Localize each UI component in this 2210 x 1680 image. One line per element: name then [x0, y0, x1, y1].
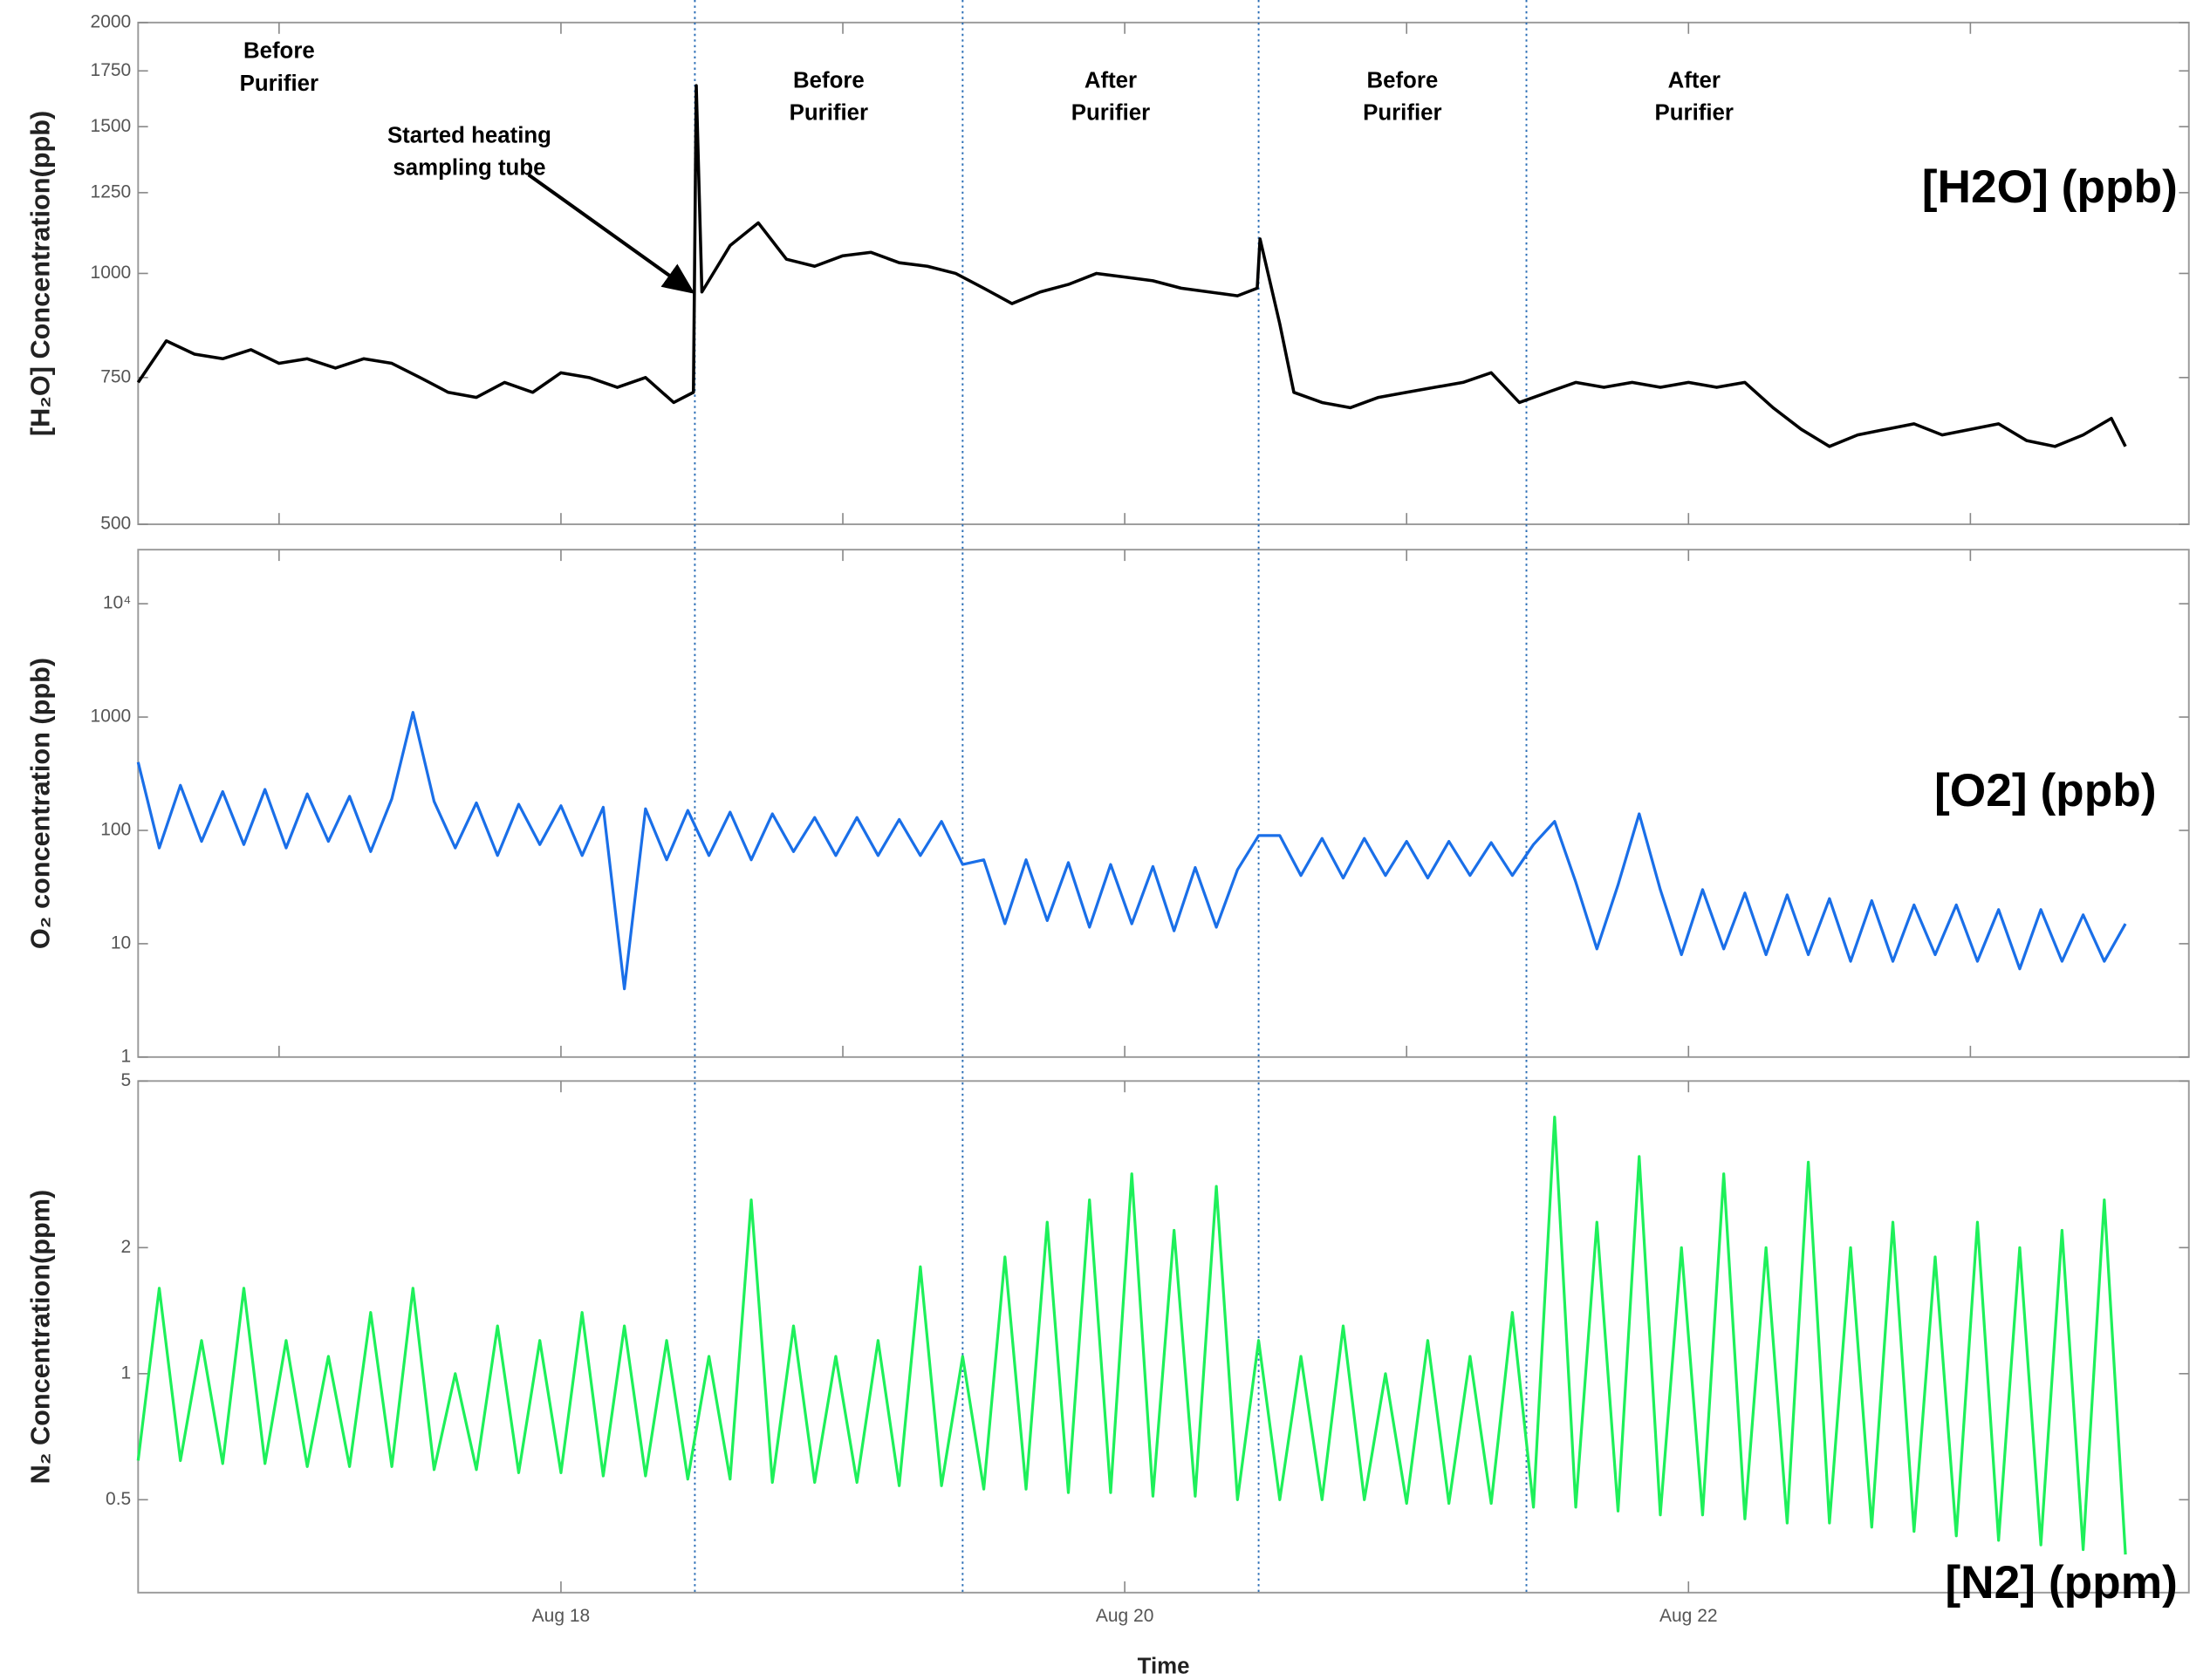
- annotation: Purifier: [1071, 101, 1150, 126]
- annotation: sampling tube: [393, 156, 545, 181]
- y-tick-label: 1: [121, 1362, 132, 1383]
- y-tick-label: 1000: [91, 707, 132, 727]
- data-line: [136, 711, 2127, 991]
- y-tick-label: 1000: [91, 263, 132, 283]
- plot-frame: [137, 1080, 2190, 1594]
- annotation: Purifier: [1655, 101, 1734, 126]
- x-tick-label: Aug 18: [532, 1606, 591, 1626]
- series-label: [H2O] (ppb): [1922, 161, 2178, 213]
- data-line: [136, 1116, 2127, 1555]
- data-line: [136, 84, 2127, 448]
- y-tick-label: 750: [100, 366, 131, 386]
- y-tick-label: 0.5: [106, 1489, 131, 1509]
- y-tick-label: 100: [100, 820, 131, 840]
- annotation: Purifier: [240, 72, 318, 96]
- x-tick-label: Aug 20: [1096, 1606, 1154, 1626]
- y-tick-label: 1250: [91, 181, 132, 201]
- y-axis-label: N₂ Concentration(ppm): [25, 1190, 56, 1485]
- y-axis-label: [H₂O] Concentration(ppb): [25, 111, 56, 436]
- series-label: [O2] (ppb): [1934, 765, 2157, 816]
- annotation: Before: [243, 39, 315, 64]
- annotation: After: [1084, 69, 1137, 93]
- y-tick-label: 500: [100, 514, 131, 534]
- plot-frame: [137, 549, 2190, 1058]
- y-tick-label: 5: [121, 1070, 132, 1090]
- annotation: Before: [1366, 69, 1438, 93]
- plot-frame: [137, 21, 2190, 526]
- annotation: Started heating: [387, 124, 551, 148]
- annotation: Purifier: [790, 101, 868, 126]
- y-tick-label: 2: [121, 1237, 132, 1257]
- annotation: Before: [793, 69, 865, 93]
- annotation: After: [1668, 69, 1721, 93]
- y-tick-label: 10⁴: [103, 593, 131, 613]
- x-axis-label: Time: [1138, 1654, 1190, 1678]
- y-tick-label: 1750: [91, 60, 132, 80]
- y-tick-label: 1: [121, 1046, 132, 1066]
- annotation: Purifier: [1363, 101, 1441, 126]
- y-tick-label: 2000: [91, 11, 132, 31]
- annotation-arrow: [527, 173, 695, 294]
- x-tick-label: Aug 22: [1659, 1606, 1718, 1626]
- series-label: [N2] (ppm): [1945, 1557, 2177, 1608]
- y-tick-label: 10: [111, 932, 131, 953]
- y-axis-label: O₂ concentration (ppb): [25, 658, 56, 949]
- y-tick-label: 1500: [91, 116, 132, 136]
